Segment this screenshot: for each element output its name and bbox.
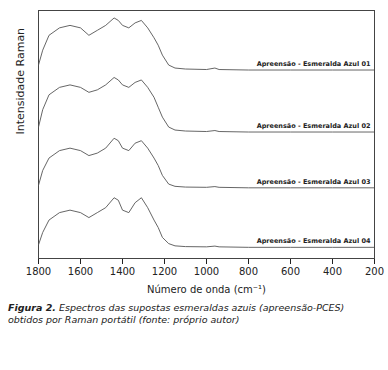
svg-text:800: 800 — [239, 266, 258, 277]
svg-text:Apreensão - Esmeralda Azul 01: Apreensão - Esmeralda Azul 01 — [257, 60, 371, 68]
svg-text:Intensidade Raman: Intensidade Raman — [14, 28, 27, 135]
svg-text:1800: 1800 — [26, 266, 51, 277]
svg-text:1200: 1200 — [152, 266, 177, 277]
svg-text:Apreensão - Esmeralda Azul 02: Apreensão - Esmeralda Azul 02 — [257, 122, 371, 130]
html-text:Figura 2. Espectros das supost: Figura 2. Espectros das supostas esmeral… — [8, 302, 345, 326]
svg-text:1000: 1000 — [194, 266, 219, 277]
svg-text:600: 600 — [281, 266, 300, 277]
svg-text:1400: 1400 — [110, 266, 135, 277]
svg-text:200: 200 — [365, 266, 384, 277]
svg-text:Apreensão - Esmeralda Azul 04: Apreensão - Esmeralda Azul 04 — [257, 237, 371, 245]
svg-text:Número de onda (cm⁻¹): Número de onda (cm⁻¹) — [147, 284, 266, 295]
svg-text:400: 400 — [323, 266, 342, 277]
svg-text:Apreensão - Esmeralda Azul 03: Apreensão - Esmeralda Azul 03 — [257, 178, 371, 186]
svg-text:1600: 1600 — [68, 266, 93, 277]
